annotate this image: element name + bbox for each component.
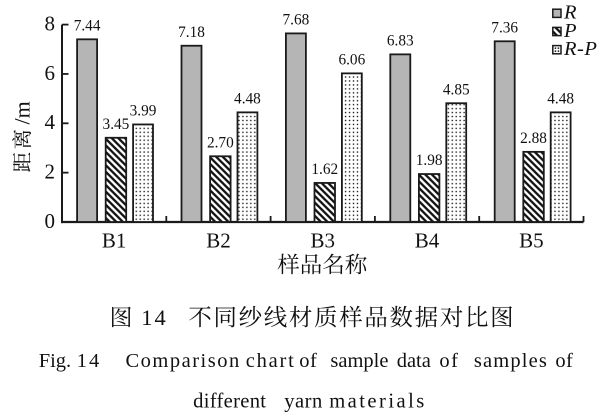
svg-text:materials: materials [329,390,427,412]
svg-text:B4: B4 [415,228,440,252]
svg-text:7.44: 7.44 [74,17,101,34]
svg-text:B5: B5 [519,228,544,252]
svg-text:2.70: 2.70 [207,134,234,151]
svg-text:of: of [439,350,459,372]
svg-text:4.85: 4.85 [443,81,470,98]
svg-text:14: 14 [141,305,168,330]
svg-text:7.68: 7.68 [283,12,310,29]
svg-text:4.48: 4.48 [234,90,261,107]
svg-text:8: 8 [45,12,56,36]
svg-text:6.83: 6.83 [387,32,414,49]
svg-text:data: data [397,350,431,372]
svg-text:6: 6 [45,61,56,85]
svg-text:Comparison: Comparison [126,350,241,372]
svg-text:B1: B1 [102,228,127,252]
svg-text:chart: chart [246,350,296,372]
svg-text:yarn: yarn [284,390,323,412]
svg-text:7.36: 7.36 [491,19,518,36]
svg-text:7.18: 7.18 [178,24,205,41]
svg-text:of: of [555,350,573,372]
svg-text:1.62: 1.62 [311,161,338,178]
svg-text:0: 0 [45,209,56,233]
svg-text:P: P [563,20,577,42]
svg-text:R: R [563,2,577,24]
svg-text:sample: sample [330,350,388,372]
svg-text:6.06: 6.06 [338,51,365,68]
svg-text:R-P: R-P [563,38,597,60]
svg-text:2: 2 [45,160,56,184]
svg-text:4: 4 [45,110,56,134]
svg-text:B2: B2 [206,228,231,252]
svg-text:3.99: 3.99 [130,103,157,120]
svg-text:4.48: 4.48 [547,90,574,107]
svg-text:/m: /m [10,101,35,124]
svg-text:2.88: 2.88 [520,130,547,147]
svg-text:different: different [193,390,266,412]
svg-text:3.45: 3.45 [103,116,130,133]
svg-text:Fig.: Fig. [39,350,71,372]
svg-text:of: of [299,350,317,372]
svg-text:B3: B3 [310,228,335,252]
svg-text:samples: samples [474,350,548,372]
svg-text:14: 14 [77,350,102,372]
svg-text:1.98: 1.98 [416,152,443,169]
